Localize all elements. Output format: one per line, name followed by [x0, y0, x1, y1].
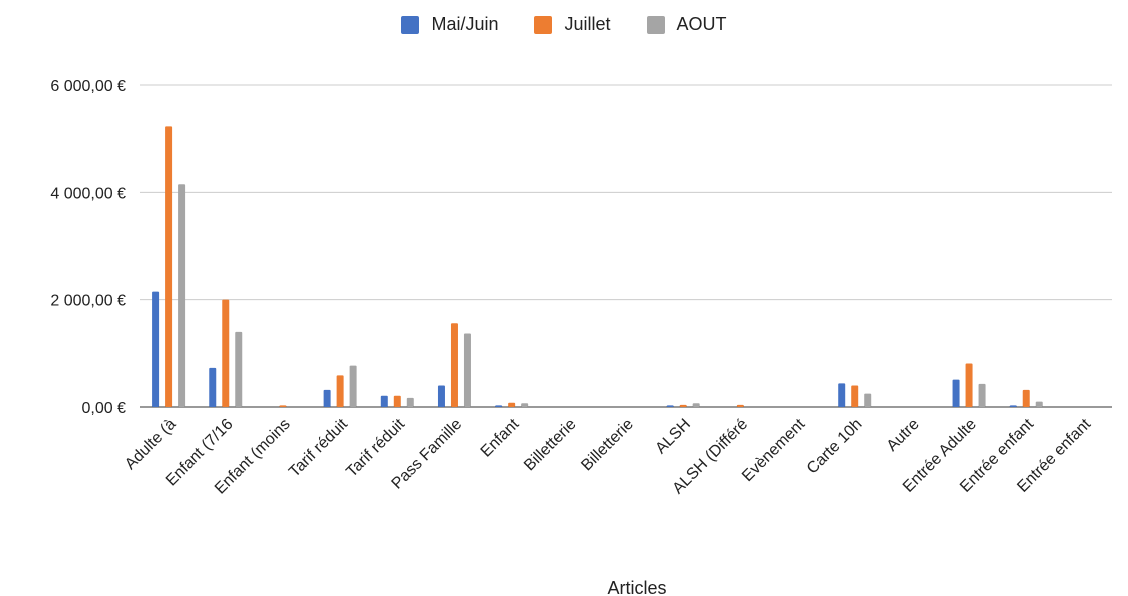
bar	[380, 395, 388, 407]
legend-item: AOUT	[646, 14, 727, 35]
chart-legend: Mai/Juin Juillet AOUT	[0, 14, 1128, 35]
bar	[679, 404, 687, 407]
bar	[406, 397, 414, 407]
bar	[450, 323, 458, 407]
legend-swatch	[401, 15, 420, 34]
bar	[235, 331, 243, 407]
bar	[463, 333, 471, 407]
y-tick-label: 6 000,00 €	[50, 78, 126, 95]
x-tick-label: Adulte (à	[122, 416, 179, 473]
bar	[521, 403, 529, 407]
bar	[692, 403, 700, 407]
legend-label: Juillet	[564, 14, 611, 34]
x-tick-label: Enfant	[478, 415, 523, 460]
legend-item: Mai/Juin	[401, 14, 498, 35]
x-tick-label: ALSH	[652, 416, 694, 458]
x-tick-label: Carte 10h	[804, 416, 866, 478]
bar	[336, 375, 344, 407]
bar	[978, 383, 986, 407]
bar	[666, 405, 674, 407]
x-tick-label: Billetterie	[578, 416, 637, 475]
bar	[437, 385, 445, 407]
bar	[222, 299, 230, 407]
bar	[393, 395, 401, 407]
y-tick-label: 0,00 €	[82, 400, 127, 417]
bar	[864, 393, 872, 407]
x-tick-label: Tarif réduit	[286, 415, 351, 480]
x-tick-label: Billetterie	[521, 416, 580, 475]
x-tick-label: Autre	[884, 416, 923, 455]
bar	[508, 402, 516, 407]
bar	[1035, 401, 1043, 407]
bar	[952, 379, 960, 407]
bar	[736, 404, 744, 407]
bar	[152, 291, 160, 407]
bar	[1022, 389, 1030, 407]
bar	[165, 126, 173, 407]
legend-item: Juillet	[534, 14, 611, 35]
y-tick-label: 2 000,00 €	[50, 293, 126, 310]
legend-label: Mai/Juin	[431, 14, 499, 34]
legend-swatch	[646, 15, 665, 34]
bar	[209, 367, 217, 407]
legend-swatch	[534, 15, 553, 34]
y-tick-label: 4 000,00 €	[50, 185, 126, 202]
bar	[495, 405, 503, 407]
y-axis-ticks: 0,00 € 2 000,00 € 4 000,00 € 6 000,00 €	[50, 78, 126, 417]
x-axis-title: Articles	[607, 578, 666, 596]
bar	[838, 383, 846, 407]
bar	[349, 365, 357, 407]
gridlines	[140, 84, 1112, 408]
bar	[323, 389, 331, 407]
bar	[851, 385, 859, 407]
x-tick-label: Evènement	[739, 415, 809, 485]
legend-label: AOUT	[676, 14, 727, 34]
bar	[279, 405, 287, 407]
bar	[965, 363, 973, 407]
bars	[152, 126, 1043, 407]
bar	[178, 184, 186, 407]
bar	[1009, 405, 1017, 407]
